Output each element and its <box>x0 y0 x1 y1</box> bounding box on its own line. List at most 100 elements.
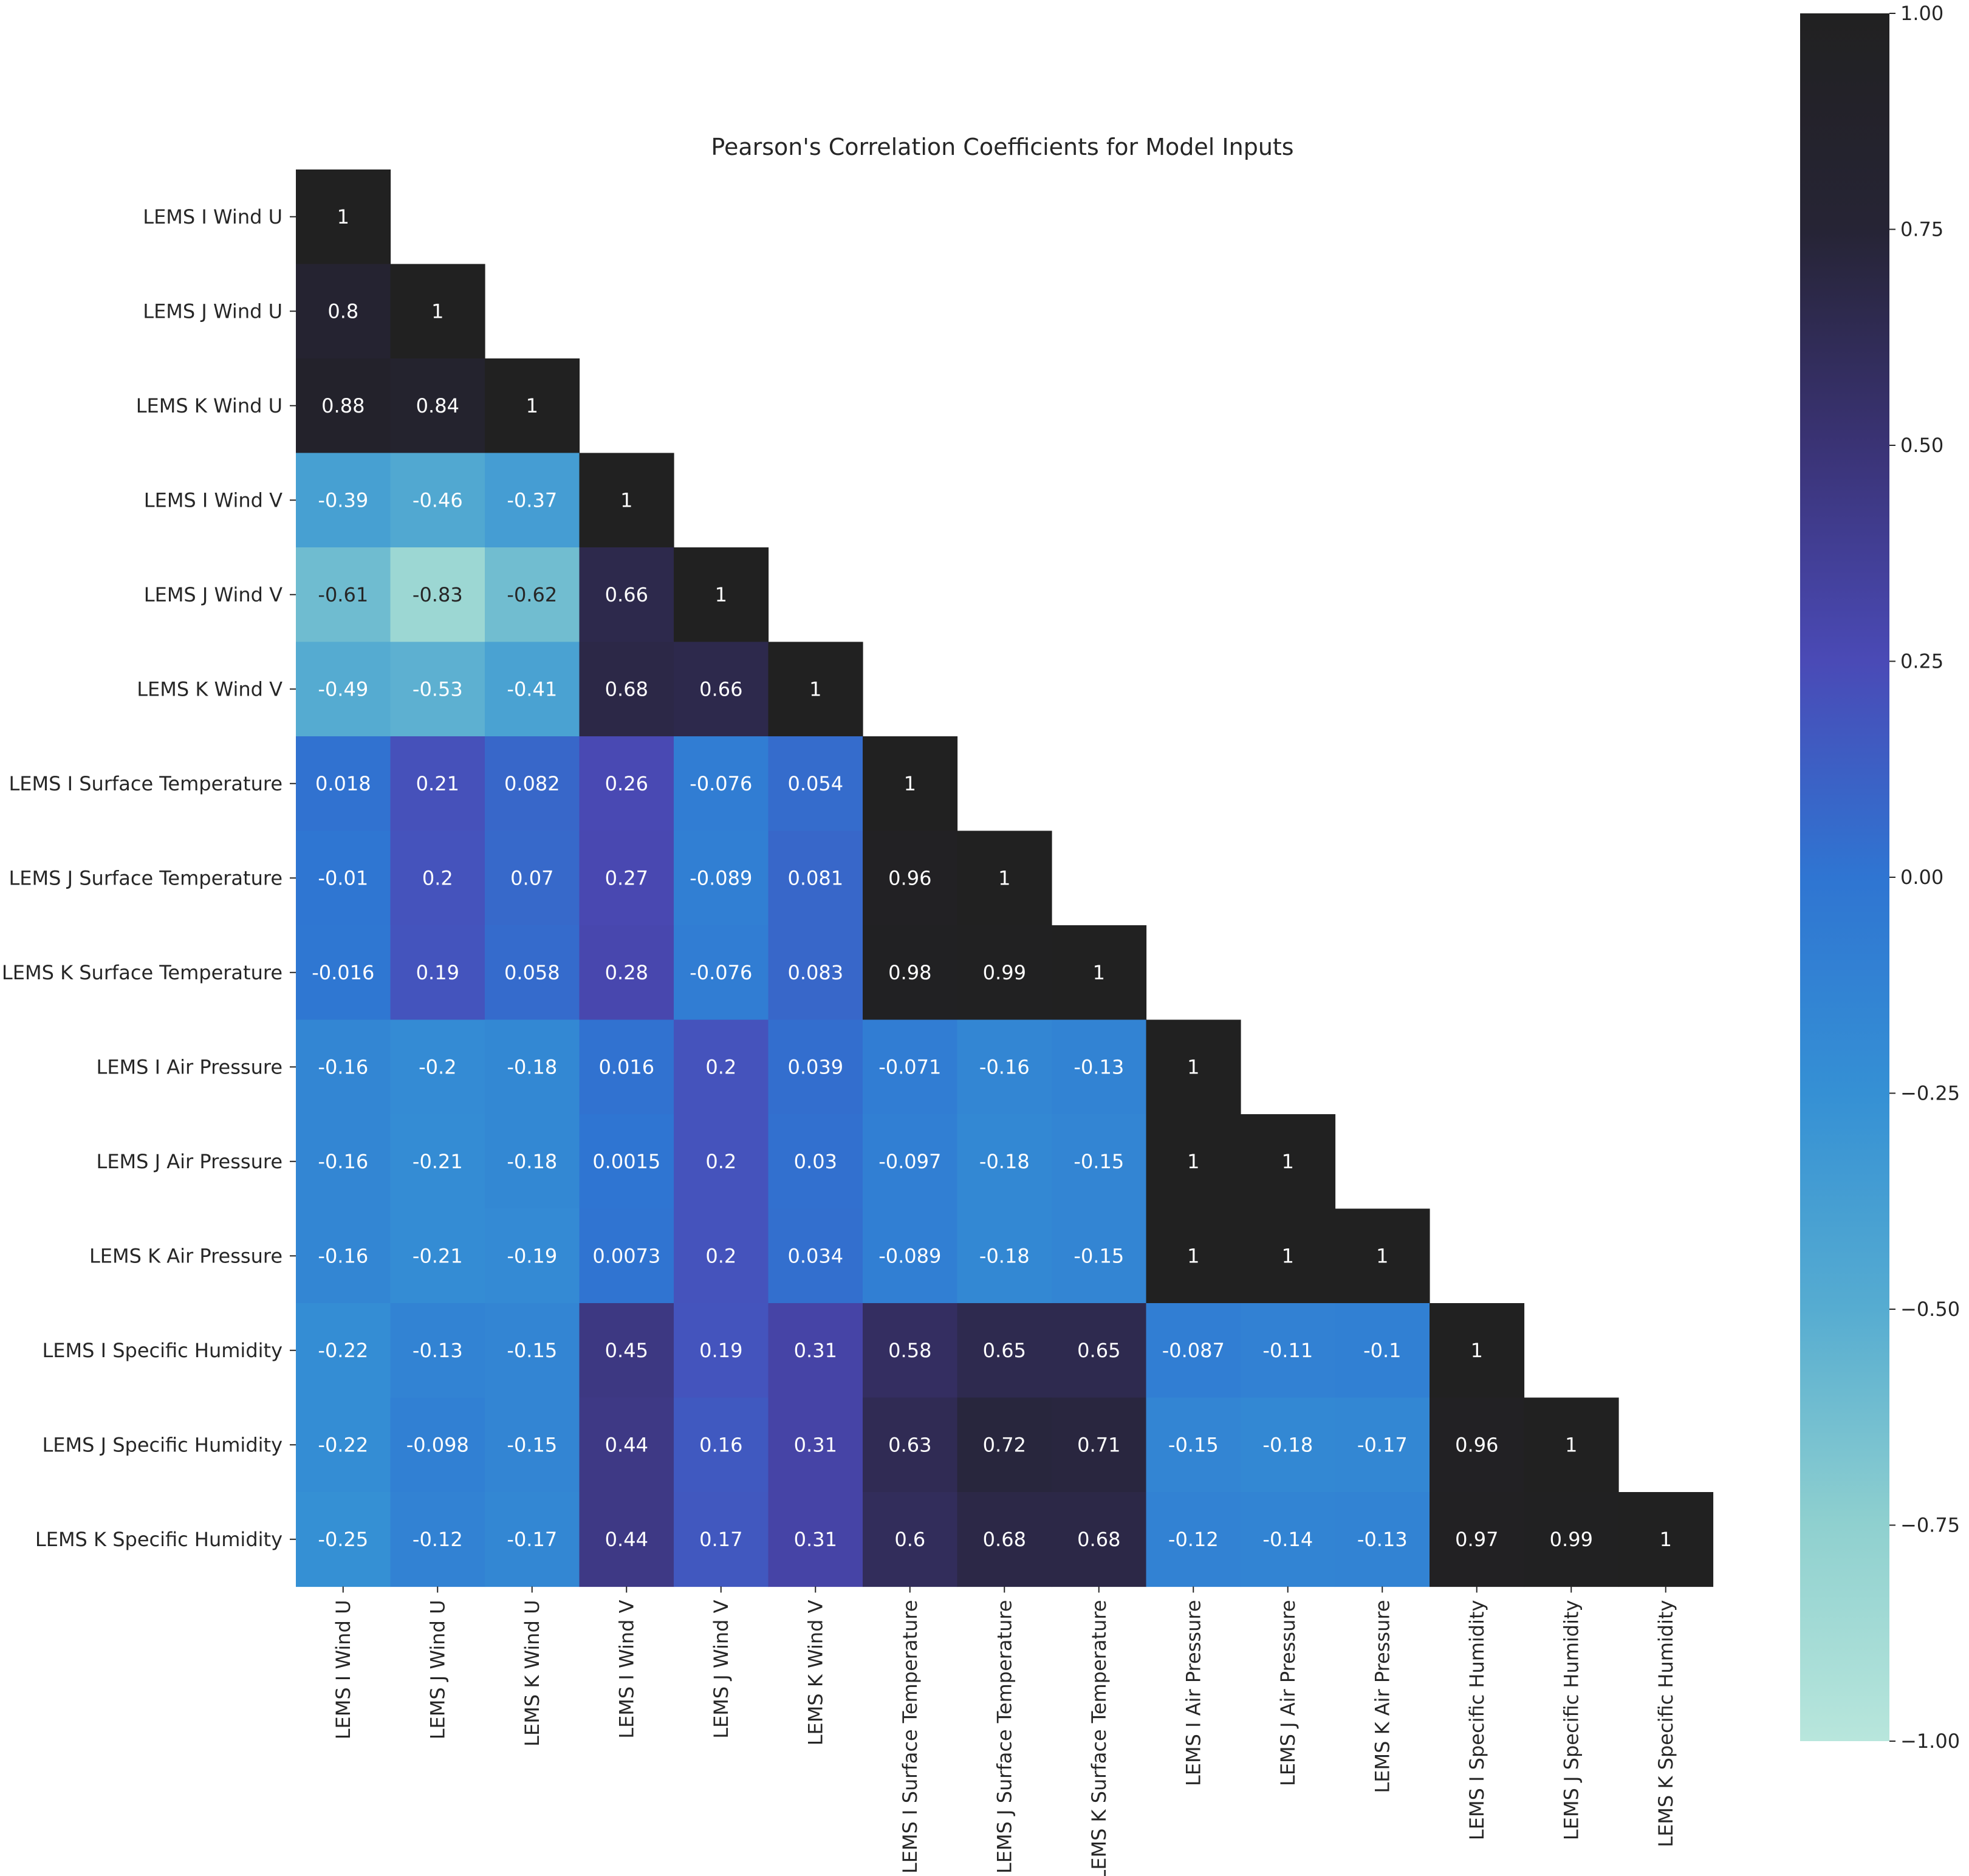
cell-value-label: 0.96 <box>888 866 931 889</box>
heatmap-cell <box>768 925 863 1021</box>
cell-value-label: 1 <box>1282 1244 1294 1267</box>
heatmap-cell <box>296 1397 391 1493</box>
cell-value-label: 0.039 <box>787 1055 843 1078</box>
heatmap-cell <box>485 453 580 548</box>
cell-value-label: 0.65 <box>1077 1339 1120 1362</box>
heatmap-cell <box>579 830 674 926</box>
heatmap-cell <box>296 453 391 548</box>
cell-value-label: 1 <box>1471 1339 1483 1362</box>
cell-value-label: 0.21 <box>416 772 459 795</box>
heatmap-cell <box>390 358 485 454</box>
cell-value-label: 0.88 <box>321 394 365 417</box>
x-tick-label: LEMS I Surface Temperature <box>899 1600 922 1874</box>
cell-value-label: 0.65 <box>983 1339 1026 1362</box>
heatmap-cell <box>674 925 769 1021</box>
heatmap-cell <box>485 1208 580 1304</box>
cell-value-label: 1 <box>1093 961 1105 984</box>
cell-value-label: -0.01 <box>318 866 368 889</box>
cell-value-label: -0.22 <box>318 1339 368 1362</box>
heatmap-cell <box>579 547 674 643</box>
colorbar-tick-label: −0.25 <box>1900 1082 1960 1105</box>
cell-value-label: 0.28 <box>605 961 648 984</box>
y-tick-label: LEMS I Specific Humidity <box>42 1339 283 1362</box>
cell-value-label: -0.098 <box>406 1433 469 1456</box>
cell-value-label: -0.21 <box>413 1244 463 1267</box>
heatmap-cell <box>579 1208 674 1304</box>
heatmap-cell <box>1430 1397 1525 1493</box>
heatmap-cell <box>957 1208 1052 1304</box>
cell-value-label: -0.21 <box>413 1150 463 1173</box>
cell-value-label: 1 <box>620 488 632 512</box>
cell-value-label: 0.27 <box>605 866 648 889</box>
heatmap-cell <box>674 547 769 643</box>
heatmap-cell <box>768 1492 863 1587</box>
heatmap-cell <box>390 736 485 832</box>
cell-value-label: -0.41 <box>507 677 557 700</box>
x-tick-label: LEMS I Specific Humidity <box>1465 1600 1488 1841</box>
cell-value-label: 0.66 <box>699 677 742 700</box>
heatmap-cell <box>1335 1208 1430 1304</box>
y-tick-label: LEMS I Air Pressure <box>97 1055 283 1078</box>
colorbar-tick-label: 0.50 <box>1900 434 1943 457</box>
cell-value-label: -0.12 <box>413 1528 463 1551</box>
cell-value-label: 0.8 <box>327 300 358 323</box>
x-tick-label: LEMS K Specific Humidity <box>1654 1600 1677 1847</box>
cell-value-label: 0.58 <box>888 1339 931 1362</box>
heatmap-cell <box>296 358 391 454</box>
heatmap-cell <box>390 264 485 359</box>
cell-value-label: 0.19 <box>699 1339 742 1362</box>
heatmap-cell <box>390 453 485 548</box>
cell-value-label: -0.17 <box>507 1528 557 1551</box>
heatmap-cell <box>485 358 580 454</box>
cell-value-label: 0.081 <box>787 866 843 889</box>
cell-value-label: -0.2 <box>419 1055 456 1078</box>
heatmap-cell <box>674 1397 769 1493</box>
heatmap-cell <box>1241 1397 1336 1493</box>
cell-value-label: -0.13 <box>413 1339 463 1362</box>
cell-value-label: 0.03 <box>794 1150 837 1173</box>
heatmap-cell <box>390 1397 485 1493</box>
heatmap-cell <box>1146 1019 1241 1115</box>
heatmap-cell <box>674 642 769 737</box>
heatmap-cell <box>768 830 863 926</box>
heatmap-cell <box>863 1019 958 1115</box>
cell-value-label: 0.2 <box>705 1055 736 1078</box>
y-tick-label: LEMS K Specific Humidity <box>35 1528 283 1551</box>
heatmap-cell <box>296 830 391 926</box>
heatmap-cell <box>579 642 674 737</box>
heatmap-cell <box>863 925 958 1021</box>
heatmap-cell <box>674 1303 769 1398</box>
cell-value-label: 1 <box>1282 1150 1294 1173</box>
heatmap-cell <box>768 736 863 832</box>
heatmap-cell <box>674 1208 769 1304</box>
heatmap-cell <box>579 453 674 548</box>
heatmap-cell <box>296 1208 391 1304</box>
cell-value-label: -0.15 <box>1074 1150 1124 1173</box>
heatmap-cell <box>1146 1492 1241 1587</box>
heatmap-cell <box>485 1114 580 1210</box>
y-tick-label: LEMS J Air Pressure <box>97 1150 283 1173</box>
heatmap-cell <box>390 830 485 926</box>
heatmap-cell <box>1052 1019 1147 1115</box>
heatmap-cell <box>1618 1492 1714 1587</box>
heatmap-cell <box>1146 1303 1241 1398</box>
cell-value-label: 0.31 <box>794 1433 837 1456</box>
cell-value-label: 0.058 <box>504 961 560 984</box>
cell-value-label: 0.98 <box>888 961 931 984</box>
heatmap-cell <box>296 925 391 1021</box>
cell-value-label: 0.84 <box>416 394 459 417</box>
heatmap-cell <box>579 1019 674 1115</box>
y-tick-label: LEMS K Air Pressure <box>89 1244 283 1267</box>
cell-value-label: 0.083 <box>787 961 843 984</box>
heatmap-cell <box>296 264 391 359</box>
heatmap-cell <box>768 1397 863 1493</box>
heatmap-cell <box>863 1208 958 1304</box>
heatmap-cell <box>390 1492 485 1587</box>
x-tick-label: LEMS I Wind V <box>615 1600 638 1738</box>
heatmap-cell <box>1241 1208 1336 1304</box>
y-tick-label: LEMS J Surface Temperature <box>9 866 283 889</box>
cell-value-label: 0.034 <box>787 1244 843 1267</box>
heatmap-cell <box>1241 1492 1336 1587</box>
y-tick-label: LEMS I Surface Temperature <box>9 772 283 795</box>
